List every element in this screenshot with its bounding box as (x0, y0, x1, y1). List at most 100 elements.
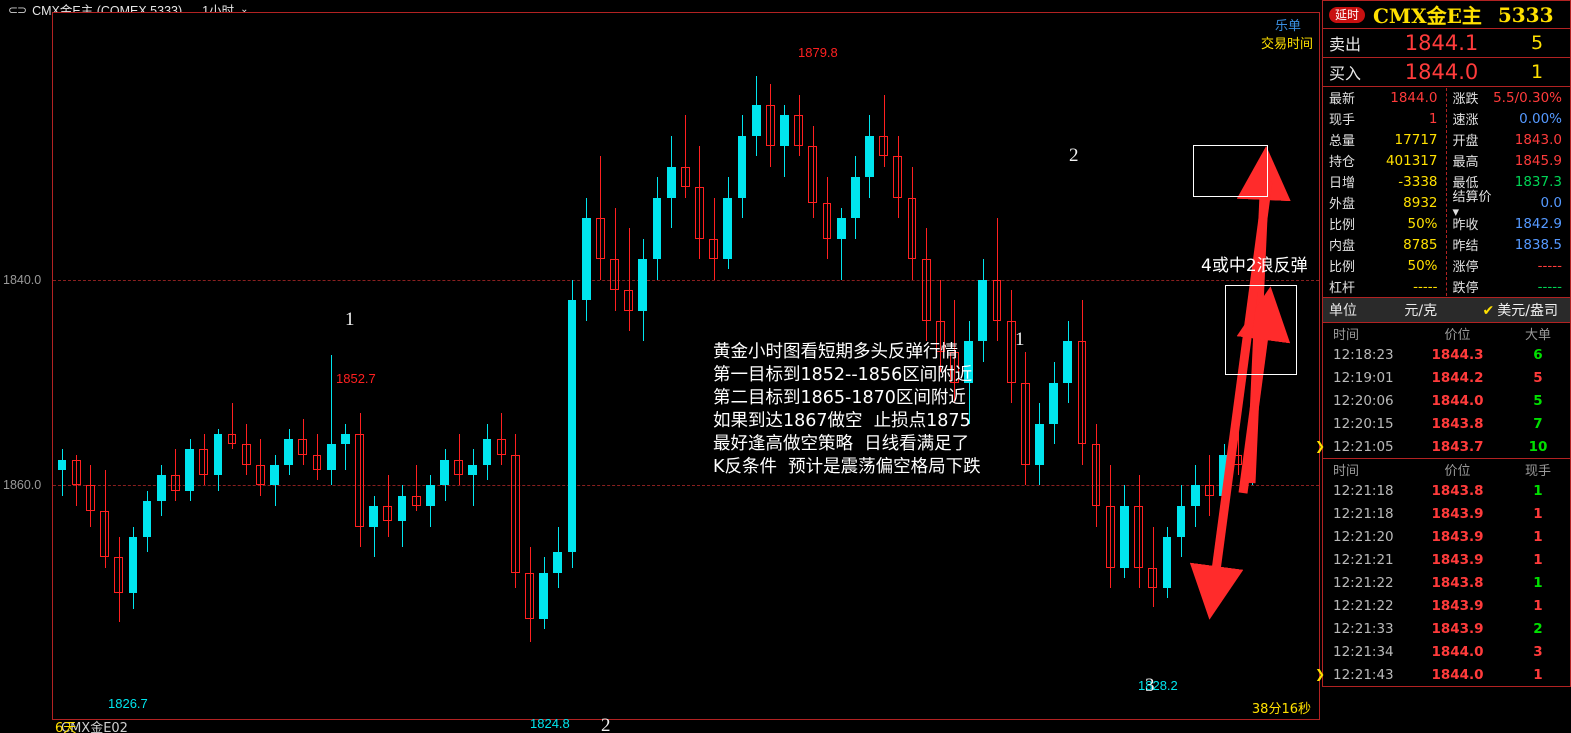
stat-key: 日增 (1329, 176, 1356, 191)
row-time: 12:21:33 (1333, 620, 1394, 637)
tick-row[interactable]: ❯ 12:21:43 1844.0 1 (1315, 663, 1570, 686)
unit-option-usd-ounce[interactable]: ✔ 美元/盎司 (1471, 300, 1571, 320)
price-chart-panel[interactable]: 1879.8 1852.7 1826.7 1824.8 1828.2 1 2 1… (3, 12, 1320, 733)
ask-volume: 5 (1530, 32, 1544, 54)
candle-body (1219, 454, 1228, 496)
tick-row[interactable]: 12:21:22 1843.8 1 (1323, 571, 1570, 594)
stat-value: 1845.9 (1514, 152, 1562, 169)
stat-cell: 日增 -3338 (1323, 172, 1447, 191)
candle-wick (374, 495, 375, 558)
tick-row[interactable]: 12:21:22 1843.9 1 (1323, 594, 1570, 617)
row-time: 12:21:20 (1333, 528, 1394, 545)
big-order-row[interactable]: 12:19:01 1844.2 5 (1323, 366, 1570, 389)
row-price: 1843.8 (1431, 574, 1484, 591)
candle-wick (813, 125, 814, 219)
ask-price: 1844.1 (1404, 31, 1479, 55)
row-price: 1843.8 (1431, 415, 1484, 432)
candle-body (553, 552, 563, 573)
stat-value: 1838.5 (1514, 236, 1562, 253)
candle-body (865, 135, 874, 177)
big-order-row[interactable]: 12:20:15 1843.8 7 (1323, 412, 1570, 435)
bid-row[interactable]: 买入 1844.0 1 (1322, 57, 1571, 86)
price-axis-label: 1840.0 (3, 272, 42, 287)
tick-row[interactable]: 12:21:20 1843.9 1 (1323, 525, 1570, 548)
candle-wick (940, 279, 941, 373)
candle-body (326, 444, 336, 470)
candlestick-plot[interactable] (53, 13, 1319, 719)
candle-wick (1238, 423, 1239, 476)
stat-cell: 现手 1 (1323, 109, 1447, 128)
candle-body (1162, 536, 1172, 589)
candle-body (1077, 341, 1087, 445)
quote-panel: 延时 CMX金E主 5333 卖出 1844.1 5 买入 1844.0 1 最… (1315, 0, 1571, 733)
row-qty: 1 (1533, 574, 1543, 591)
candle-wick (1025, 351, 1026, 486)
bid-price: 1844.0 (1404, 60, 1479, 84)
candle-body (284, 439, 294, 465)
stat-row: 内盘 8785 昨结 1838.5 (1323, 234, 1570, 255)
row-qty: 1 (1533, 528, 1543, 545)
tick-row[interactable]: 12:21:34 1844.0 3 (1323, 640, 1570, 663)
tick-list[interactable]: 时间 价位 现手 12:21:18 1843.8 1 12:21:18 1843.9 1 12:2… (1315, 459, 1571, 687)
candle-body (680, 166, 690, 188)
stat-key: 涨停 (1452, 260, 1479, 275)
candle-body (666, 166, 676, 198)
big-order-row[interactable]: 12:20:06 1844.0 5 (1323, 389, 1570, 412)
candle-body (893, 156, 903, 198)
quote-title-row: 延时 CMX金E主 5333 (1322, 0, 1571, 28)
candle-body (638, 259, 648, 311)
candle-wick (530, 547, 531, 642)
candle-body (1091, 444, 1101, 506)
tick-row[interactable]: 12:21:18 1843.8 1 (1323, 479, 1570, 502)
row-time: 12:20:15 (1333, 415, 1394, 432)
candle-body (808, 146, 818, 203)
candle-wick (898, 135, 899, 219)
candle-wick (1153, 526, 1154, 607)
tick-row[interactable]: 12:21:18 1843.9 1 (1323, 502, 1570, 525)
candle-wick (260, 439, 261, 496)
candle-wick (303, 418, 304, 465)
row-qty: 2 (1533, 620, 1543, 637)
candle-wick (629, 228, 630, 332)
stat-key: 最高 (1452, 155, 1479, 170)
stat-value: 8932 (1403, 194, 1438, 211)
stat-value: 17717 (1394, 131, 1438, 148)
big-order-row[interactable]: 12:18:23 1844.3 6 (1323, 343, 1570, 366)
stat-key: 持仓 (1329, 155, 1356, 170)
candle-body (978, 279, 988, 342)
candle-body (510, 454, 520, 573)
unit-label: 单位 (1329, 303, 1357, 319)
delay-badge: 延时 (1329, 6, 1366, 23)
candle-body (213, 433, 223, 476)
stat-cell: 最高 1845.9 (1447, 151, 1571, 171)
stat-cell: 最新 1844.0 (1323, 88, 1447, 107)
ask-row[interactable]: 卖出 1844.1 5 (1322, 28, 1571, 57)
tick-row[interactable]: 12:21:33 1843.9 2 (1323, 617, 1570, 640)
candle-body (850, 176, 860, 219)
big-orders-list[interactable]: 时间 价位 大单 12:18:23 1844.3 6 12:19:01 1844.2 5 12:2… (1315, 323, 1571, 459)
chevron-down-icon[interactable]: ⌄ (240, 4, 249, 15)
price-gridline (53, 279, 1319, 281)
target-box-lower[interactable] (1225, 285, 1297, 375)
candle-body (794, 115, 804, 147)
stat-key: 涨跌 (1452, 92, 1479, 107)
candle-wick (841, 207, 842, 280)
tick-row[interactable]: 12:21:21 1843.9 1 (1323, 548, 1570, 571)
unit-option-cny-gram[interactable]: 元/克 (1404, 303, 1438, 319)
stat-row: 持仓 401317 最高 1845.9 (1323, 150, 1570, 171)
big-order-row[interactable]: ❯ 12:21:05 1843.7 10 (1315, 435, 1570, 458)
target-box-upper[interactable] (1193, 145, 1268, 197)
stat-value: 0.0 (1540, 194, 1562, 211)
trade-time-label: 交易时间 (1260, 37, 1313, 52)
row-qty: 1 (1533, 482, 1543, 499)
candle-body (907, 197, 917, 260)
row-price: 1844.0 (1431, 666, 1484, 683)
stat-key: 现手 (1329, 113, 1356, 128)
unit-toggle-row[interactable]: 单位 元/克 ✔ 美元/盎司 (1322, 298, 1571, 323)
candle-body (879, 135, 889, 157)
stat-key: 昨结 (1452, 239, 1479, 254)
candle-body (836, 218, 846, 239)
order-mode-label[interactable]: 乐单 (1274, 19, 1301, 34)
stat-cell: 比例 50% (1323, 214, 1447, 233)
list-header: 时间 价位 大单 (1323, 323, 1570, 343)
